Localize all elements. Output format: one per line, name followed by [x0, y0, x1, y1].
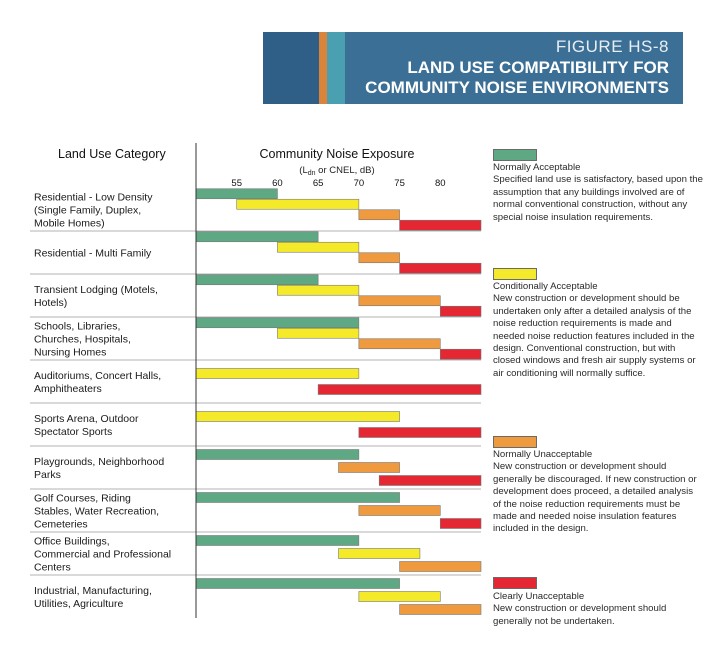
- bar-conditionally-acceptable: [277, 241, 360, 253]
- legend-conditionally-acceptable: Conditionally Acceptable New constructio…: [493, 281, 703, 380]
- bar-conditionally-acceptable: [195, 411, 400, 422]
- row-label: Spectator Sports: [34, 426, 112, 438]
- row-label: Schools, Libraries,: [34, 321, 120, 333]
- bar-normally-unacceptable: [399, 561, 482, 572]
- row-label: Hotels): [34, 297, 67, 309]
- row-label: Cemeteries: [34, 519, 88, 531]
- bar-normally-unacceptable: [358, 252, 400, 264]
- legend-title: Conditionally Acceptable: [493, 281, 598, 292]
- legend-normally-unacceptable: Normally Unacceptable New construction o…: [493, 449, 703, 536]
- row-label: Golf Courses, Riding: [34, 493, 131, 505]
- bar-normally-unacceptable: [399, 604, 482, 615]
- tick-label-55: 55: [231, 178, 242, 189]
- axis-unit-label: (Ldn or CNEL, dB): [299, 165, 374, 177]
- bar-normally-unacceptable: [358, 295, 441, 307]
- row-label: Playgrounds, Neighborhood: [34, 456, 164, 468]
- bar-clearly-unacceptable: [317, 384, 482, 395]
- row-label: Nursing Homes: [34, 347, 106, 359]
- column-label: Land Use Category: [58, 147, 166, 161]
- header-stripe-2: [319, 32, 327, 104]
- chart-title: Community Noise Exposure: [260, 147, 415, 161]
- bar-normally-acceptable: [195, 578, 400, 589]
- legend-swatch-normally-unacceptable: [493, 436, 537, 448]
- row-label: Utilities, Agriculture: [34, 598, 123, 610]
- bar-conditionally-acceptable: [277, 327, 360, 339]
- bar-conditionally-acceptable: [195, 368, 360, 379]
- tick-label-60: 60: [272, 178, 283, 189]
- bar-clearly-unacceptable: [399, 262, 482, 274]
- row-label: Sports Arena, Outdoor: [34, 413, 139, 425]
- row-label: Office Buildings,: [34, 536, 110, 548]
- bar-normally-unacceptable: [358, 505, 441, 516]
- header-stripe-3: [327, 32, 345, 104]
- bar-conditionally-acceptable: [338, 548, 421, 559]
- row-label: Centers: [34, 562, 71, 574]
- figure-number: FIGURE HS-8: [555, 37, 669, 56]
- legend-clearly-unacceptable: Clearly Unacceptable New construction or…: [493, 591, 703, 628]
- row-label: Residential - Low Density: [34, 192, 153, 204]
- tick-label-65: 65: [313, 178, 324, 189]
- legend-swatch-conditionally-acceptable: [493, 268, 537, 280]
- legend-description: Specified land use is satisfactory, base…: [493, 174, 703, 223]
- row-label: Churches, Hospitals,: [34, 334, 131, 346]
- legend-description: New construction or development should g…: [493, 603, 667, 627]
- legend-description: New construction or development should b…: [493, 293, 696, 379]
- bar-conditionally-acceptable: [236, 198, 360, 210]
- bar-conditionally-acceptable: [358, 591, 441, 602]
- bar-normally-acceptable: [195, 188, 278, 200]
- row-label: Amphitheaters: [34, 383, 102, 395]
- bar-clearly-unacceptable: [439, 348, 482, 360]
- legend-title: Clearly Unacceptable: [493, 591, 585, 602]
- bar-normally-unacceptable: [358, 209, 400, 221]
- legend-swatch-normally-acceptable: [493, 149, 537, 161]
- figure-header: FIGURE HS-8 LAND USE COMPATIBILITY FOR C…: [263, 32, 683, 104]
- bar-normally-acceptable: [195, 317, 360, 329]
- bar-normally-unacceptable: [338, 462, 400, 473]
- row-label: Residential - Multi Family: [34, 248, 152, 260]
- row-label: Auditoriums, Concert Halls,: [34, 370, 161, 382]
- bar-clearly-unacceptable: [399, 219, 482, 231]
- legend-normally-acceptable: Normally Acceptable Specified land use i…: [493, 162, 703, 224]
- row-label: Mobile Homes): [34, 218, 105, 230]
- bar-normally-acceptable: [195, 492, 400, 503]
- header-stripe-1: [263, 32, 319, 104]
- tick-label-80: 80: [435, 178, 446, 189]
- bar-normally-acceptable: [195, 231, 319, 243]
- bar-clearly-unacceptable: [439, 518, 482, 529]
- tick-label-75: 75: [394, 178, 405, 189]
- bar-conditionally-acceptable: [277, 284, 360, 296]
- row-label: Stables, Water Recreation,: [34, 506, 159, 518]
- bar-clearly-unacceptable: [378, 475, 482, 486]
- tick-label-70: 70: [354, 178, 365, 189]
- bar-normally-acceptable: [195, 274, 319, 286]
- row-label: Industrial, Manufacturing,: [34, 585, 152, 597]
- row-label: Transient Lodging (Motels,: [34, 284, 158, 296]
- bar-normally-unacceptable: [358, 338, 441, 350]
- legend-title: Normally Unacceptable: [493, 449, 593, 460]
- bar-normally-acceptable: [195, 535, 360, 546]
- bar-clearly-unacceptable: [439, 305, 482, 317]
- bar-clearly-unacceptable: [358, 427, 482, 438]
- legend-title: Normally Acceptable: [493, 162, 581, 173]
- legend-description: New construction or development should g…: [493, 461, 697, 535]
- bar-normally-acceptable: [195, 449, 360, 460]
- row-label: Parks: [34, 469, 61, 481]
- row-label: (Single Family, Duplex,: [34, 205, 141, 217]
- figure-title: LAND USE COMPATIBILITY FOR COMMUNITY NOI…: [365, 58, 669, 97]
- legend-swatch-clearly-unacceptable: [493, 577, 537, 589]
- row-label: Commercial and Professional: [34, 549, 171, 561]
